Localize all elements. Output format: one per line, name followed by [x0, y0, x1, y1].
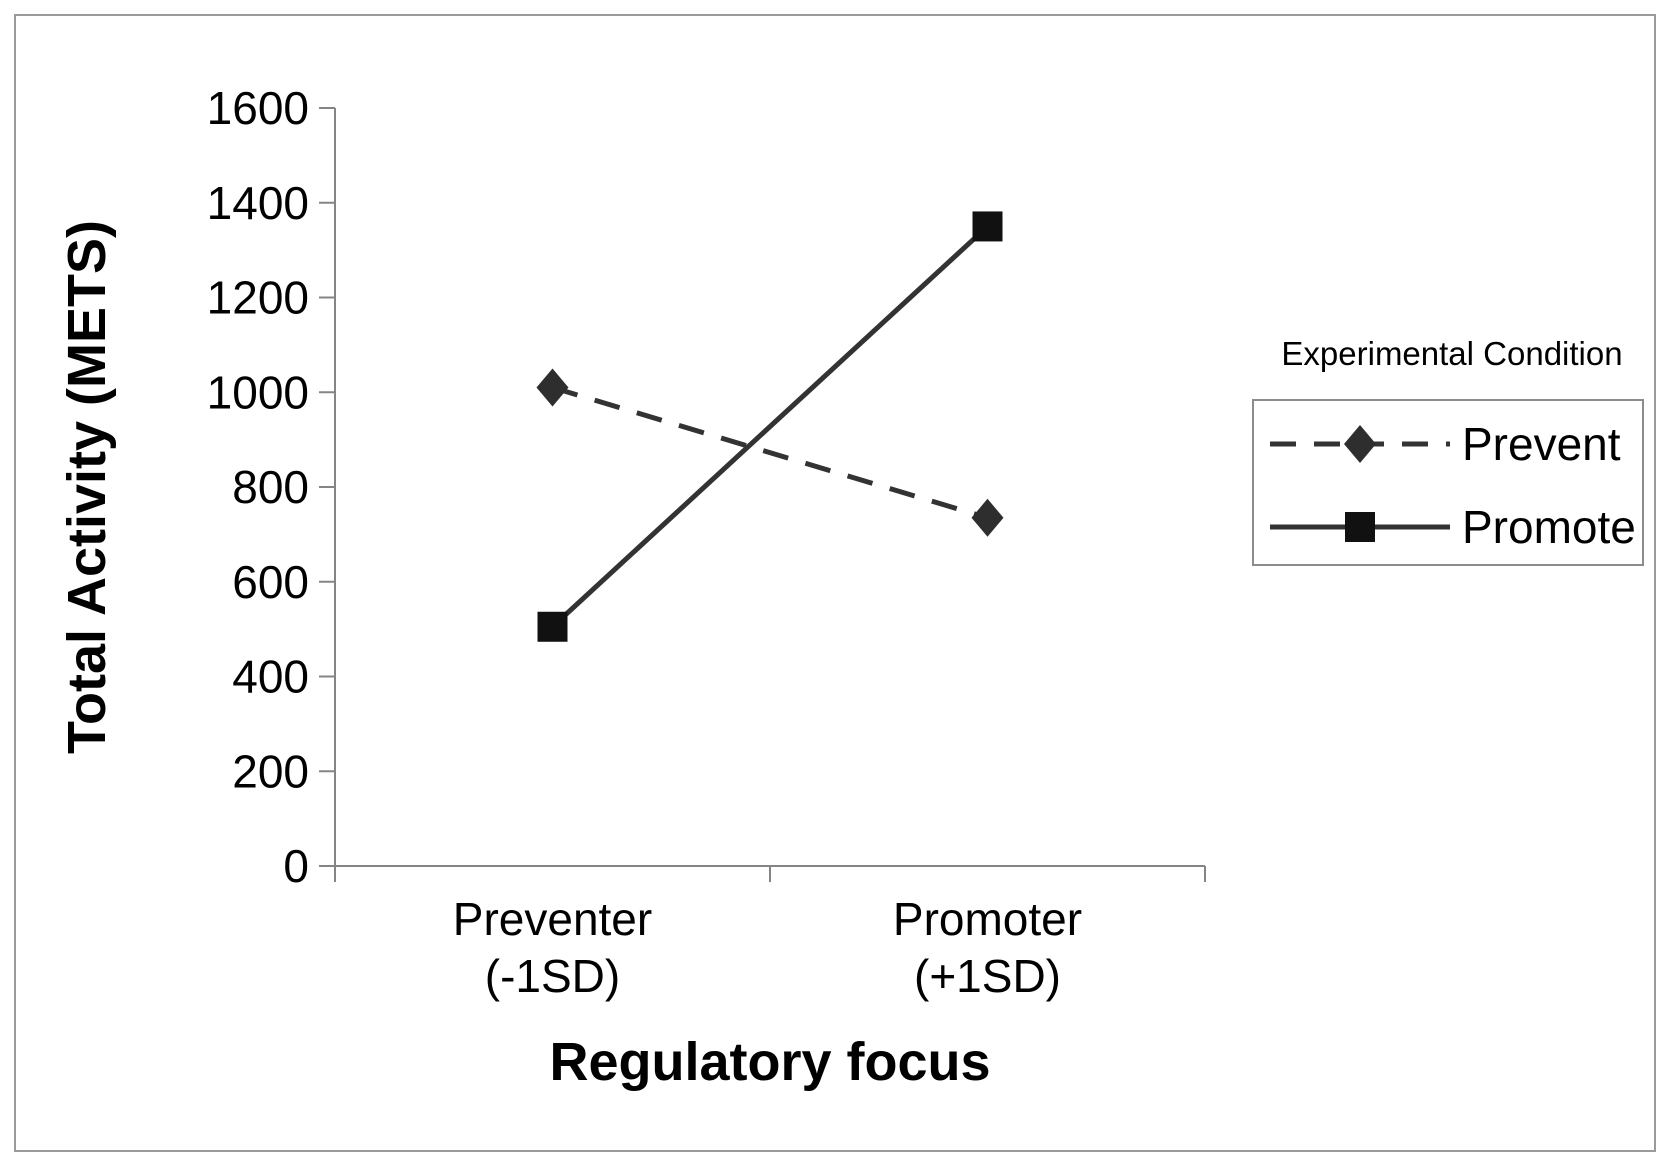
- y-axis-title: Total Activity (METS): [57, 220, 117, 754]
- y-tick-label: 1000: [207, 366, 309, 418]
- y-tick-label: 1600: [207, 82, 309, 134]
- y-tick-label: 1400: [207, 177, 309, 229]
- y-tick-label: 400: [232, 651, 309, 703]
- y-tick-label: 800: [232, 461, 309, 513]
- y-tick-label: 0: [283, 840, 309, 892]
- series-promote-line: [550, 224, 990, 629]
- legend-title: Experimental Condition: [1281, 335, 1622, 372]
- y-tick-label: 200: [232, 745, 309, 797]
- x-category-label: Promoter: [893, 893, 1082, 945]
- legend-item-label: Promote: [1462, 501, 1636, 553]
- legend-box: [1252, 399, 1644, 566]
- square-marker: [972, 211, 1003, 242]
- figure-border: [14, 14, 1656, 1152]
- x-category-label: Preventer: [453, 893, 652, 945]
- y-tick-label: 1200: [207, 272, 309, 324]
- x-category-label: (+1SD): [914, 950, 1061, 1002]
- y-tick-label: 600: [232, 556, 309, 608]
- diamond-marker: [971, 498, 1004, 537]
- x-axis-title: Regulatory focus: [549, 1032, 990, 1092]
- legend-square-marker: [1345, 512, 1375, 542]
- square-marker: [537, 611, 568, 642]
- series-prevent-line: [551, 385, 989, 521]
- diamond-marker: [536, 368, 569, 407]
- legend-item-label: Prevent: [1462, 418, 1621, 470]
- x-category-label: (-1SD): [485, 950, 620, 1002]
- legend-diamond-marker: [1344, 425, 1376, 463]
